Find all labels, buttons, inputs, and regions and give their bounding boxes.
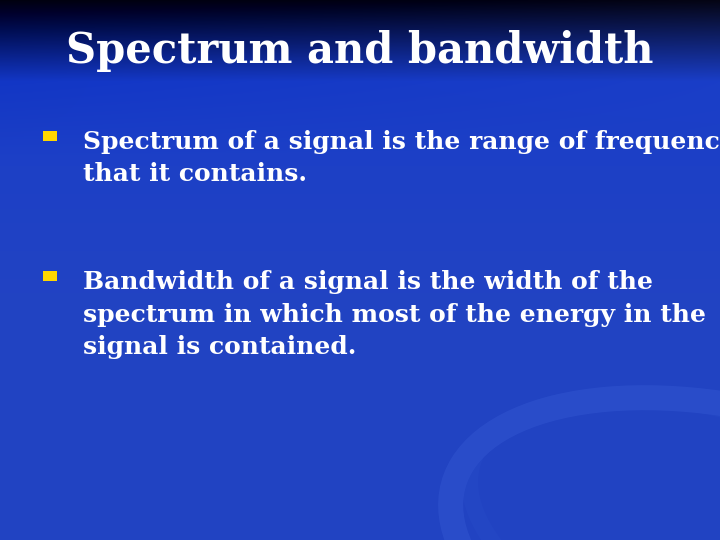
- Text: Spectrum and bandwidth: Spectrum and bandwidth: [66, 30, 654, 72]
- FancyBboxPatch shape: [43, 131, 57, 141]
- Text: Spectrum of a signal is the range of frequencies
that it contains.: Spectrum of a signal is the range of fre…: [83, 130, 720, 186]
- Text: Bandwidth of a signal is the width of the
spectrum in which most of the energy i: Bandwidth of a signal is the width of th…: [83, 270, 706, 359]
- FancyBboxPatch shape: [43, 271, 57, 281]
